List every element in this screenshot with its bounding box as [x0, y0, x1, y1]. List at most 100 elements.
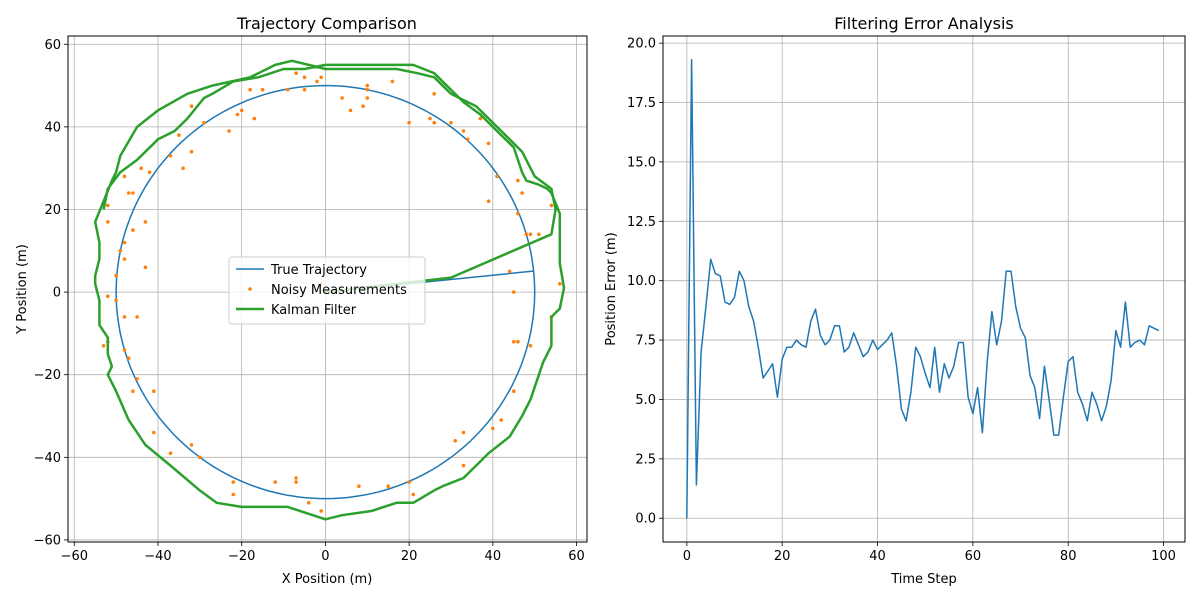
error-ytick-label: 0.0	[635, 512, 656, 527]
error-chart: 0 20 40 60 80 100 0.0 2.5 5.0 7.5 10.0 12.5 15.0 17.5…	[604, 14, 1186, 587]
noisy-measurement-point	[294, 71, 298, 75]
noisy-measurement-point	[386, 484, 391, 489]
legend-box	[228, 256, 426, 325]
noisy-measurement-point	[122, 240, 127, 245]
noisy-measurement-point	[302, 87, 307, 92]
trajectory-ytick-label: 40	[44, 120, 61, 135]
noisy-measurement-point	[198, 455, 202, 460]
noisy-measurement-point	[361, 104, 365, 108]
trajectory-ytick-label: 20	[44, 203, 61, 218]
noisy-measurement-point	[428, 116, 432, 121]
noisy-measurement-point	[486, 141, 491, 146]
noisy-measurement-point	[122, 348, 127, 352]
noisy-measurement-point	[114, 298, 118, 303]
noisy-measurement-point	[302, 75, 307, 80]
noisy-measurement-point	[365, 83, 370, 88]
noisy-measurement-point	[126, 356, 131, 361]
trajectory-x-label: X Position (m)	[282, 572, 373, 587]
noisy-measurement-point	[122, 315, 127, 319]
noisy-measurement-point	[512, 389, 516, 394]
legend-true-label: True Trajectory	[270, 263, 367, 278]
noisy-measurement-point	[189, 149, 194, 154]
trajectory-y-label: Y Position (m)	[15, 244, 30, 335]
noisy-measurement-point	[122, 174, 127, 179]
noisy-measurement-point	[537, 232, 541, 237]
noisy-measurement-point	[340, 96, 344, 100]
noisy-measurement-point	[202, 120, 206, 125]
error-x-label: Time Step	[890, 572, 957, 587]
noisy-measurement-point	[177, 133, 181, 137]
legend-noisy-label: Noisy Measurements	[271, 283, 407, 298]
noisy-measurement-point	[152, 430, 156, 435]
noisy-measurement-point	[231, 480, 236, 484]
noisy-measurement-point	[131, 191, 135, 195]
noisy-measurement-point	[407, 480, 411, 484]
noisy-measurement-point	[143, 265, 148, 270]
error-ytick-label: 5.0	[635, 393, 656, 408]
noisy-measurement-point	[231, 492, 236, 497]
noisy-measurement-point	[558, 282, 562, 286]
noisy-measurement-point	[495, 174, 499, 179]
error-ytick-label: 20.0	[627, 37, 656, 52]
true-trajectory-line	[115, 84, 536, 500]
noisy-measurement-point	[478, 116, 483, 121]
noisy-measurement-point	[131, 228, 135, 232]
noisy-measurement-point	[239, 108, 244, 113]
noisy-measurement-point	[461, 129, 466, 133]
error-ytick-label: 15.0	[627, 155, 656, 170]
noisy-measurement-point	[294, 480, 298, 484]
trajectory-ytick-label: −40	[34, 451, 61, 466]
error-xtick-label: 0	[683, 549, 691, 564]
noisy-measurement-point	[549, 203, 554, 208]
trajectory-xtick-label: −40	[144, 549, 171, 564]
trajectory-xtick-label: −20	[228, 549, 255, 564]
trajectory-ticks: −60 −40 −20 0 20 40 60 −60 −40 −20 0 20 40 60	[34, 38, 585, 564]
noisy-measurement-point	[135, 315, 139, 319]
error-axes-frame	[662, 35, 1186, 543]
position-error-line	[686, 59, 1160, 519]
error-grid	[663, 36, 1185, 542]
trajectory-chart: −60 −40 −20 0 20 40 60 −60 −40 −20 0 20 40 60 Traject…	[15, 14, 588, 587]
noisy-measurement-point	[227, 129, 231, 133]
error-data	[686, 59, 1160, 519]
noisy-measurement-point	[390, 79, 395, 84]
trajectory-ytick-label: 60	[44, 38, 61, 53]
error-ytick-label: 2.5	[635, 452, 656, 467]
noisy-measurement-point	[319, 509, 324, 513]
noisy-measurement-point	[357, 484, 361, 489]
noisy-measurement-point	[273, 480, 278, 484]
noisy-measurement-point	[143, 220, 148, 224]
noisy-measurement-point	[131, 389, 135, 394]
noisy-measurement-point	[461, 430, 466, 435]
noisy-measurement-point	[106, 203, 110, 208]
noisy-measurement-point	[101, 344, 106, 348]
noisy-measurement-point	[294, 476, 298, 480]
noisy-measurement-point	[524, 232, 529, 237]
noisy-measurement-point	[348, 108, 353, 113]
noisy-measurement-point	[453, 439, 458, 443]
noisy-measurement-point	[168, 451, 173, 456]
noisy-measurement-point	[499, 418, 504, 422]
noisy-measurement-point	[528, 344, 533, 348]
noisy-measurement-point	[449, 120, 453, 125]
noisy-measurement-point	[248, 87, 252, 92]
noisy-measurement-point	[486, 199, 491, 203]
error-y-label: Position Error (m)	[604, 232, 619, 345]
noisy-measurement-point	[135, 377, 139, 381]
noisy-measurement-point	[516, 211, 520, 216]
error-ytick-label: 7.5	[635, 334, 656, 349]
trajectory-xtick-label: 60	[568, 549, 585, 564]
trajectory-xtick-label: 0	[321, 549, 329, 564]
noisy-measurement-point	[461, 463, 466, 468]
noisy-measurement-point	[432, 120, 437, 125]
error-ytick-label: 10.0	[627, 274, 656, 289]
noisy-measurement-point	[516, 178, 520, 183]
error-ytick-label: 17.5	[627, 96, 656, 111]
noisy-measurement-point	[285, 87, 290, 92]
noisy-measurement-point	[252, 116, 257, 121]
noisy-measurement-point	[139, 166, 143, 170]
noisy-measurement-point	[432, 92, 437, 96]
noisy-measurement-point	[168, 154, 173, 158]
noisy-measurement-point	[114, 273, 118, 278]
